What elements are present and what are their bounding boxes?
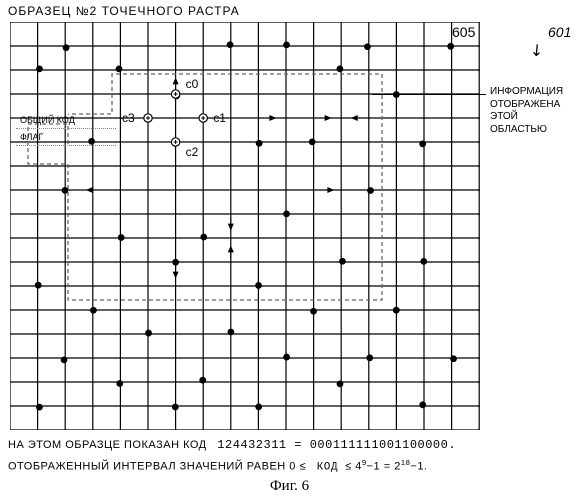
footer-line-2: ОТОБРАЖЕННЫЙ ИНТЕРВАЛ ЗНАЧЕНИЙ РАВЕН 0 ≤…: [8, 458, 428, 474]
footer-line-1: НА ЭТОМ ОБРАЗЦЕ ПОКАЗАН КОД 124432311 = …: [8, 438, 456, 452]
ref-601: 601: [548, 24, 571, 40]
callout-box: ОБЩИЙ КОД ФЛАГ: [16, 112, 116, 146]
svg-text:c0: c0: [186, 77, 199, 91]
svg-text:c1: c1: [213, 111, 226, 125]
region-info-label: ИНФОРМАЦИЯ ОТОБРАЖЕНА ЭТОЙ ОБЛАСТЬЮ: [490, 86, 576, 136]
figure-caption: Фиг. 6: [0, 478, 579, 495]
leader-arrow-icon: ↙: [525, 38, 548, 62]
dot-raster-grid: c0 c1 c2 c3: [10, 22, 480, 430]
callout-row-code: ОБЩИЙ КОД: [16, 112, 116, 129]
svg-text:c3: c3: [122, 111, 135, 125]
callout-row-flag: ФЛАГ: [16, 129, 116, 146]
page-title: ОБРАЗЕЦ №2 ТОЧЕЧНОГО РАСТРА: [8, 4, 240, 18]
svg-text:c2: c2: [186, 145, 199, 159]
